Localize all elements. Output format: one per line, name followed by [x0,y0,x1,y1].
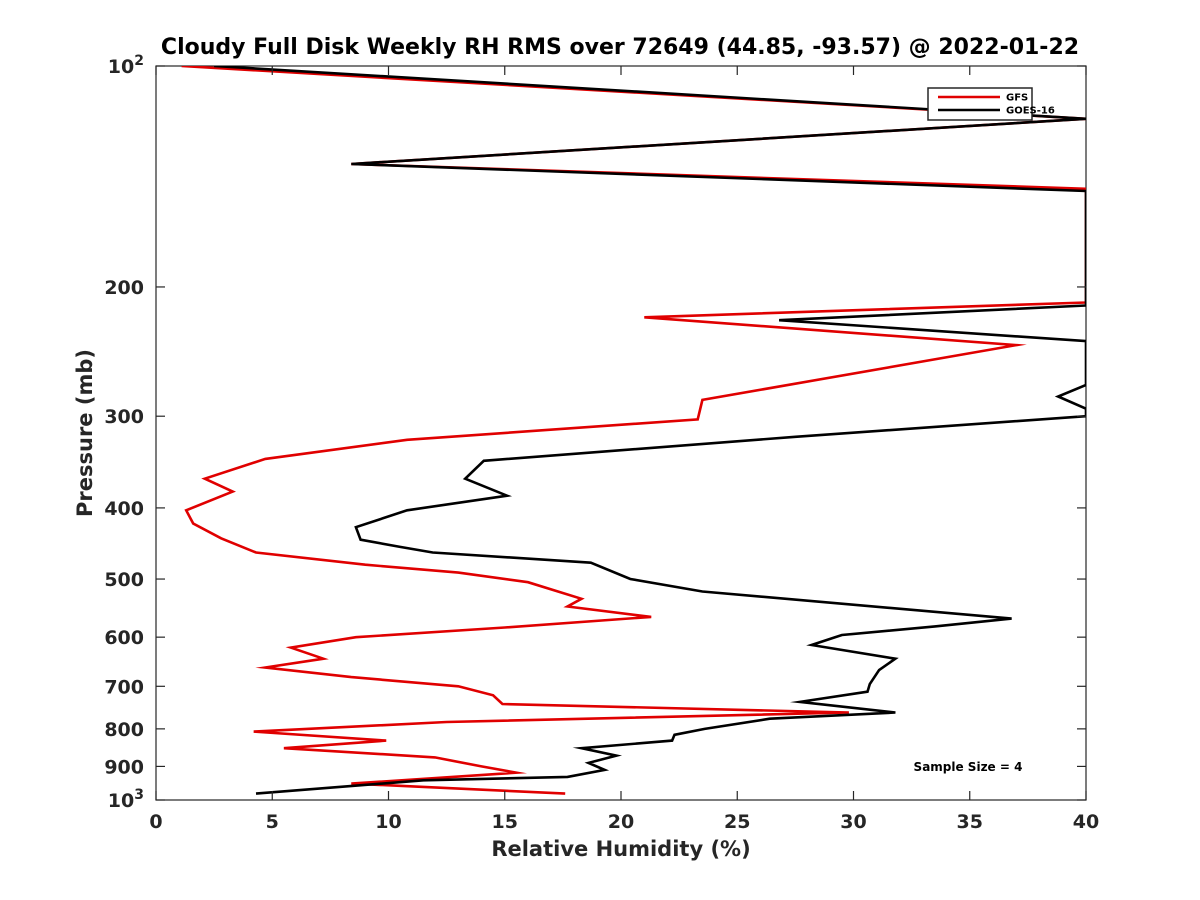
legend-entry: GFS [1006,93,1028,104]
x-axis: 0 5 10 15 20 25 30 35 40 [149,66,1099,833]
x-tick-label: 35 [957,811,983,833]
plot-area [181,66,1086,795]
x-tick-label: 10 [375,811,401,833]
series-line-goes-16 [214,66,1086,795]
series-line-gfs [181,66,1086,795]
y-tick-label: 800 [104,719,144,741]
y-tick-label: 900 [104,756,144,778]
legend-entry: GOES-16 [1006,106,1055,117]
y-tick-label: 300 [104,406,144,428]
x-tick-label: 30 [840,811,866,833]
y-axis-label: Pressure (mb) [73,349,97,517]
y-tick-label: 200 [104,277,144,299]
sample-size-annotation: Sample Size = 4 [914,760,1023,774]
x-tick-label: 5 [266,811,279,833]
y-tick-label: 600 [104,627,144,649]
y-tick-label: 700 [104,676,144,698]
y-tick-label: 500 [104,569,144,591]
x-tick-label: 25 [724,811,750,833]
x-tick-label: 40 [1073,811,1099,833]
x-axis-label: Relative Humidity (%) [491,837,750,861]
x-tick-label: 15 [492,811,518,833]
x-tick-label: 0 [149,811,162,833]
y-tick-label: 400 [104,498,144,520]
y-axis: 102 200 300 400 500 600 700 800 900 103 [104,53,1086,812]
y-tick-label: 103 [108,787,144,812]
legend: GFS GOES-16 [927,87,1055,121]
chart-title: Cloudy Full Disk Weekly RH RMS over 7264… [161,35,1079,60]
legend-box [927,87,1033,121]
y-tick-label: 102 [108,53,144,78]
plot-frame [155,65,1087,801]
x-tick-label: 20 [608,811,634,833]
